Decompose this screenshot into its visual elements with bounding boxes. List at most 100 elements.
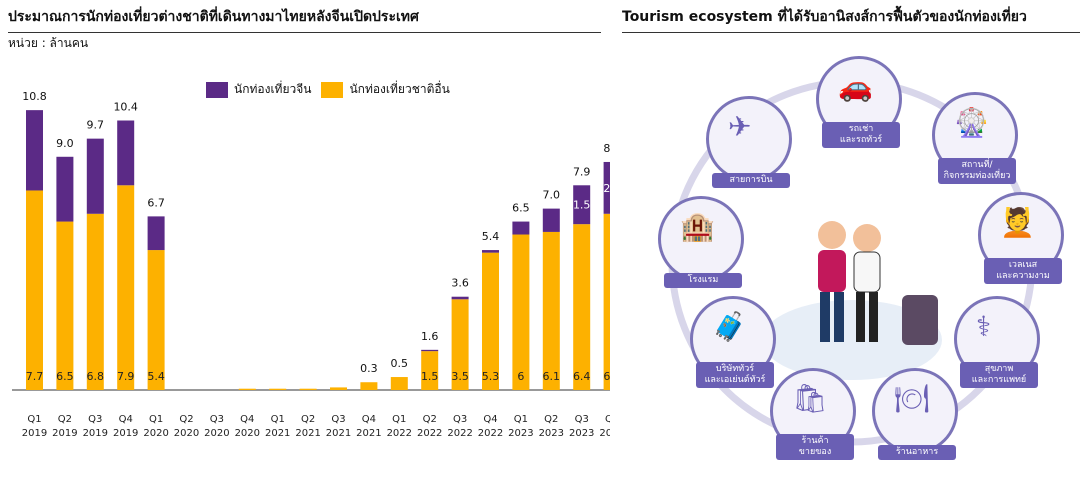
bar-value-label-china: 2.0 [603, 182, 610, 195]
shop-icon: 🛍 [792, 382, 828, 415]
ecosystem-node-medical: ⚕ สุขภาพ และการแพทย์ [954, 296, 1040, 388]
bar-segment-china [482, 250, 499, 253]
x-tick-label-year: 2023 [539, 428, 564, 439]
bar-total-label: 10.4 [113, 101, 138, 114]
ecosystem-ring [668, 78, 1036, 446]
bar-value-label-other: 7.9 [117, 370, 135, 383]
ecosystem-label-tour-agent: บริษัททัวร์ และเอเย่นต์ทัวร์ [696, 362, 774, 388]
bar-segment-other [330, 387, 347, 390]
unit-label: หน่วย : ล้านคน [8, 36, 89, 50]
x-tick-label-quarter: Q2 [58, 414, 72, 425]
hotel-icon: 🏨 [680, 210, 715, 243]
x-tick-label-year: 2021 [356, 428, 381, 439]
x-tick-label-quarter: Q3 [88, 414, 102, 425]
bar-segment-other [512, 234, 530, 390]
bar-segment-other [56, 221, 74, 390]
ecosystem-label-shop: ร้านค้า ขายของ [776, 434, 854, 460]
chart-legend: นักท่องเที่ยวจีน นักท่องเที่ยวชาติอื่น [206, 80, 450, 99]
ecosystem-label-wellness: เวลเนส และความงาม [984, 258, 1062, 284]
bar-value-label-other: 5.4 [147, 370, 165, 383]
bar-value-label-other: 6.8 [603, 370, 610, 383]
x-tick-label-year: 2023 [569, 428, 594, 439]
bar-value-label-other: 6.5 [56, 370, 74, 383]
ecosystem-node-airline: ✈ สายการบิน [706, 96, 792, 188]
x-tick-label-year: 2019 [52, 428, 77, 439]
ecosystem-label-restaurant: ร้านอาหาร [878, 445, 956, 460]
bar-segment-china [451, 296, 469, 300]
bar-segment-china [573, 185, 591, 225]
tourism-ecosystem-diagram: 🚗 รถเช่า และรถทัวร์ ✈ สายการบิน 🎡 สถานที… [622, 40, 1082, 470]
bar-value-label-other: 6.8 [87, 370, 105, 383]
bar-segment-other [86, 213, 104, 390]
bar-total-label: 6.5 [512, 202, 530, 215]
chart-title: ประมาณการนักท่องเที่ยวต่างชาติที่เดินทาง… [8, 6, 601, 33]
x-tick-label-quarter: Q4 [240, 414, 254, 425]
x-tick-label-quarter: Q4 [119, 414, 133, 425]
ecosystem-node-shop: 🛍 ร้านค้า ขายของ [770, 368, 856, 460]
x-tick-label-quarter: Q3 [210, 414, 224, 425]
bar-segment-other [542, 231, 560, 390]
x-tick-label-quarter: Q4 [483, 414, 497, 425]
bar-segment-other [451, 299, 469, 390]
bar-total-label: 10.8 [22, 90, 47, 103]
ferris-wheel-icon: 🎡 [954, 106, 989, 139]
traveler-couple-illustration [818, 221, 938, 345]
bar-segment-other [360, 382, 378, 390]
bar-segment-china [542, 208, 560, 232]
bar-segment-china [147, 216, 165, 251]
x-tick-label-quarter: Q1 [514, 414, 528, 425]
bar-value-label-other: 6 [517, 370, 524, 383]
ecosystem-node-tour-agent: 🧳 บริษัททัวร์ และเอเย่นต์ทัวร์ [690, 296, 776, 388]
bar-total-label: 5.4 [482, 230, 500, 243]
legend-item-china: นักท่องเที่ยวจีน [206, 80, 311, 99]
x-tick-label-quarter: Q2 [423, 414, 437, 425]
bar-segment-other [603, 213, 610, 390]
bar-segment-china [56, 156, 74, 222]
bar-segment-china [421, 349, 439, 352]
bar-value-label-other: 3.5 [451, 370, 469, 383]
x-tick-label-year: 2022 [417, 428, 442, 439]
airplane-icon: ✈ [728, 110, 752, 143]
bar-segment-other [482, 252, 499, 390]
x-tick-label-year: 2019 [22, 428, 47, 439]
tour-agent-icon: 🧳 [712, 310, 747, 343]
bar-segment-china [117, 120, 135, 186]
ecosystem-node-car-rental: 🚗 รถเช่า และรถทัวร์ [816, 56, 902, 148]
bar-total-label: 8.8 [603, 142, 610, 155]
x-tick-label-year: 2019 [113, 428, 138, 439]
x-tick-label-year: 2021 [295, 428, 320, 439]
x-tick-label-year: 2023 [508, 428, 533, 439]
x-tick-label-year: 2022 [387, 428, 412, 439]
bar-total-label: 9.7 [87, 119, 105, 132]
x-tick-label-quarter: Q2 [544, 414, 558, 425]
bar-segment-other [299, 388, 317, 390]
x-tick-label-year: 2021 [265, 428, 290, 439]
legend-label-china: นักท่องเที่ยวจีน [234, 82, 312, 96]
x-tick-label-quarter: Q1 [149, 414, 163, 425]
x-tick-label-year: 2020 [204, 428, 229, 439]
x-tick-label-quarter: Q4 [362, 414, 376, 425]
bar-total-label: 7.9 [573, 165, 591, 178]
bar-value-label-other: 7.7 [26, 370, 44, 383]
x-tick-label-year: 2019 [83, 428, 108, 439]
bar-segment-other [421, 351, 439, 390]
bar-total-label: 0.3 [360, 362, 378, 375]
ecosystem-label-medical: สุขภาพ และการแพทย์ [960, 362, 1038, 388]
x-tick-label-year: 2020 [235, 428, 260, 439]
bar-segment-china [86, 138, 104, 214]
bar-total-label: 9.0 [56, 137, 74, 150]
bar-value-label-other: 5.3 [482, 370, 500, 383]
ecosystem-label-airline: สายการบิน [712, 173, 790, 188]
x-tick-label-year: 2020 [143, 428, 168, 439]
ecosystem-node-hotel: 🏨 โรงแรม [658, 196, 744, 288]
ecosystem-node-restaurant: 🍽 ร้านอาหาร [872, 368, 958, 460]
legend-item-other: นักท่องเที่ยวชาติอื่น [321, 80, 450, 99]
bar-segment-other [573, 224, 591, 390]
legend-label-other: นักท่องเที่ยวชาติอื่น [349, 82, 450, 96]
x-tick-label-quarter: Q4 [605, 414, 610, 425]
bar-segment-china [26, 110, 43, 191]
legend-swatch-china [206, 81, 228, 98]
bar-value-label-china: 1.5 [573, 199, 591, 212]
spa-icon: 💆 [1000, 206, 1035, 239]
x-tick-label-quarter: Q1 [27, 414, 41, 425]
